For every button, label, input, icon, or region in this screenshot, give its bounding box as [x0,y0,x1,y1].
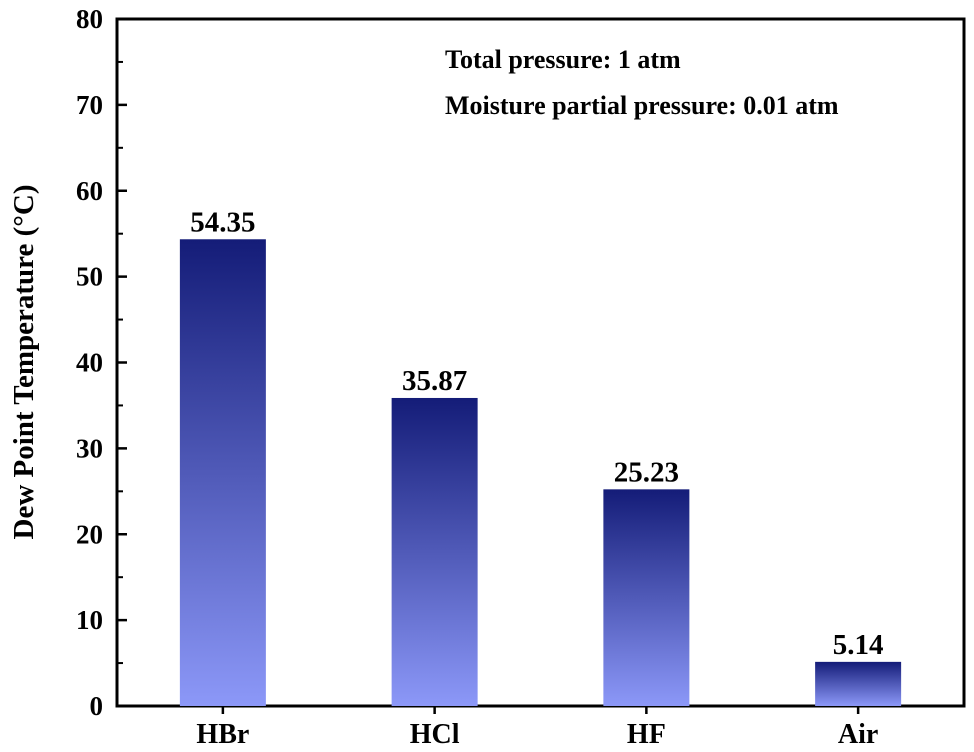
bar-hcl [391,397,478,706]
y-axis-ticks [117,17,127,708]
y-tick-label: 30 [76,433,103,463]
x-tick-label-hf: HF [627,719,666,750]
data-label-hf: 25.23 [614,456,679,488]
y-tick-label: 0 [90,691,104,721]
x-tick-label-air: Air [838,719,878,750]
y-tick-label: 70 [76,90,103,120]
x-axis-category-labels: HBr HCl HF Air [196,706,878,750]
y-tick-label: 10 [76,605,103,635]
y-tick-label: 40 [76,348,103,378]
bars [179,239,902,706]
y-tick-label: 50 [76,262,103,292]
x-tick-label-hcl: HCl [410,719,460,750]
x-tick-label-hbr: HBr [196,719,249,750]
y-tick-label: 80 [76,4,103,34]
y-tick-label: 60 [76,176,103,206]
data-labels: 54.35 35.87 25.23 5.14 [190,206,883,661]
y-tick-label: 20 [76,519,103,549]
data-label-hcl: 35.87 [402,365,467,397]
annotation-total-pressure: Total pressure: 1 atm [445,45,681,74]
annotation-moisture-partial-pressure: Moisture partial pressure: 0.01 atm [445,91,839,120]
y-axis-tick-labels: 0 10 20 30 40 50 60 70 80 [76,4,103,721]
y-axis-label: Dew Point Temperature (°C) [8,185,40,540]
data-label-hbr: 54.35 [190,206,255,238]
bar-hbr [179,239,266,706]
data-label-air: 5.14 [833,629,884,661]
bar-air [815,661,902,706]
bar-hf [603,489,690,706]
